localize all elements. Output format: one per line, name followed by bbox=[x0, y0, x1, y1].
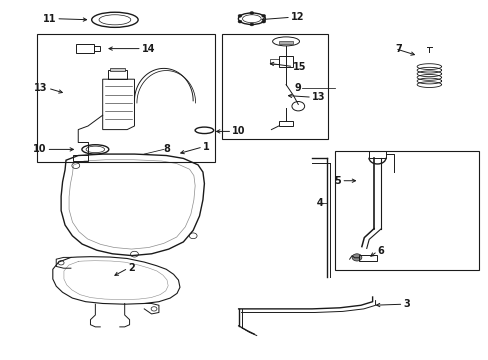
Text: 4: 4 bbox=[316, 198, 323, 208]
Text: 10: 10 bbox=[232, 126, 245, 136]
Text: 11: 11 bbox=[42, 14, 56, 24]
Bar bbox=[368, 151, 386, 158]
Text: 13: 13 bbox=[311, 92, 325, 102]
Bar bbox=[278, 41, 293, 44]
Text: 13: 13 bbox=[34, 83, 48, 93]
Circle shape bbox=[238, 20, 242, 23]
Bar bbox=[37, 34, 215, 162]
Bar bbox=[270, 59, 278, 64]
Text: 6: 6 bbox=[377, 246, 384, 256]
Text: 3: 3 bbox=[403, 299, 409, 309]
Text: 9: 9 bbox=[294, 83, 301, 93]
Text: 1: 1 bbox=[203, 142, 209, 152]
Circle shape bbox=[351, 254, 361, 261]
Bar bbox=[278, 56, 293, 67]
Text: 2: 2 bbox=[128, 263, 135, 273]
Bar bbox=[278, 121, 293, 126]
Bar bbox=[107, 70, 127, 79]
Bar bbox=[359, 255, 376, 261]
Circle shape bbox=[238, 14, 242, 17]
Circle shape bbox=[249, 23, 253, 26]
Text: 10: 10 bbox=[33, 144, 46, 154]
Bar bbox=[76, 44, 94, 53]
Bar bbox=[110, 68, 124, 71]
Text: 7: 7 bbox=[394, 44, 401, 54]
Circle shape bbox=[261, 14, 265, 17]
Bar bbox=[334, 151, 478, 270]
Circle shape bbox=[261, 20, 265, 23]
Bar bbox=[222, 34, 327, 139]
Circle shape bbox=[249, 12, 253, 14]
Bar bbox=[73, 155, 88, 161]
Text: 14: 14 bbox=[142, 44, 155, 54]
Text: 8: 8 bbox=[163, 144, 170, 154]
Text: 12: 12 bbox=[290, 12, 304, 22]
Text: 15: 15 bbox=[293, 62, 306, 72]
Bar bbox=[94, 46, 100, 51]
Text: 5: 5 bbox=[334, 176, 341, 186]
